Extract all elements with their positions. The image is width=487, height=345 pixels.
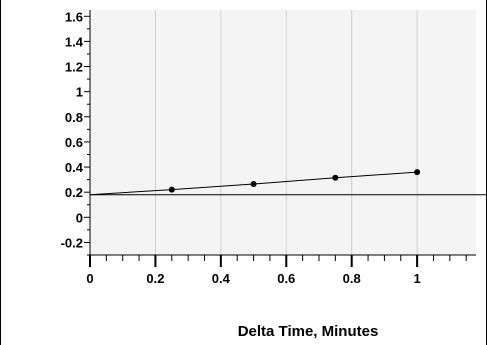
data-point bbox=[332, 174, 339, 181]
y-tick-label: 0.4 bbox=[65, 160, 84, 175]
axes: 0 0.2 0.4 0.6 0.8 1 1.6 1.4 1.2 1 0.8 0.6 0.4 0.2 0 -0.… bbox=[61, 9, 476, 286]
x-tick-label: 0.6 bbox=[277, 271, 295, 286]
x-tick-label: 0 bbox=[86, 271, 93, 286]
grid-lines bbox=[154, 10, 418, 255]
x-tick-label: 1 bbox=[414, 271, 421, 286]
y-tick-label: 1.6 bbox=[65, 9, 83, 24]
y-tick-label: 0.8 bbox=[65, 110, 83, 125]
y-tick-label: 1.2 bbox=[65, 60, 83, 75]
x-axis-title: Delta Time, Minutes bbox=[238, 323, 379, 340]
y-tick-label: 1 bbox=[76, 85, 83, 100]
y-tick-label: 0.2 bbox=[65, 185, 83, 200]
y-tick-label: 0.6 bbox=[65, 135, 83, 150]
data-point bbox=[168, 186, 175, 193]
y-tick-label: 0 bbox=[76, 210, 83, 225]
plot-area bbox=[90, 10, 476, 255]
left-border bbox=[0, 0, 1, 345]
x-tick-label: 0.2 bbox=[146, 271, 164, 286]
y-tick-label: -0.2 bbox=[61, 235, 83, 250]
data-point bbox=[250, 181, 257, 188]
series-layer bbox=[89, 169, 421, 196]
y-tick-label: 1.4 bbox=[65, 34, 84, 49]
x-tick-label: 0.4 bbox=[212, 271, 231, 286]
x-tick-label: 0.8 bbox=[343, 271, 361, 286]
data-point bbox=[414, 169, 421, 176]
